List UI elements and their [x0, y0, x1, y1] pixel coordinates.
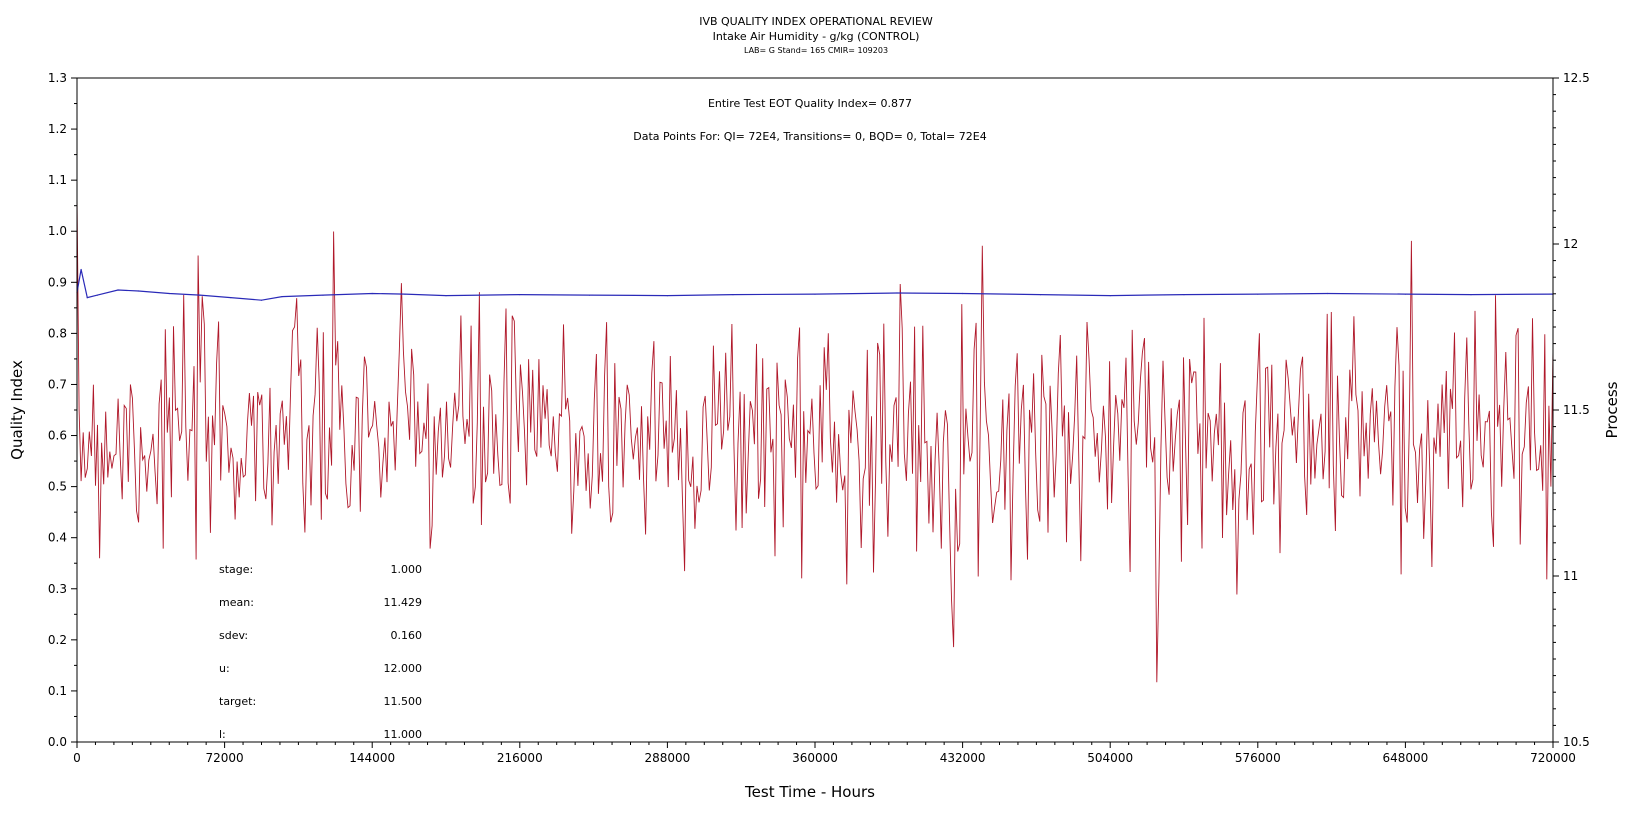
- y-tick-label: 1.1: [48, 173, 67, 187]
- y2-tick-label: 11.5: [1563, 403, 1590, 417]
- stat-label: stage:: [219, 563, 253, 576]
- quality-index-point: [732, 294, 734, 296]
- stat-value: 12.000: [384, 662, 423, 675]
- quality-index-point: [1326, 292, 1329, 295]
- stat-value: 0.160: [391, 629, 423, 642]
- x-tick-label: 0: [73, 751, 81, 765]
- stat-label: sdev:: [219, 629, 248, 642]
- x-tick-label: 576000: [1235, 751, 1281, 765]
- quality-index-series: [76, 268, 1554, 301]
- x-tick-label: 720000: [1530, 751, 1576, 765]
- quality-index-point: [80, 268, 82, 271]
- stat-value: 1.000: [391, 563, 423, 576]
- data-points-annotation: Data Points For: QI= 72E4, Transitions= …: [633, 130, 986, 143]
- y2-tick-label: 10.5: [1563, 735, 1590, 749]
- y2-tick-label: 12.5: [1563, 71, 1590, 85]
- quality-index-point: [86, 297, 88, 299]
- quality-index-point: [1470, 294, 1472, 296]
- chart-subtitle: Intake Air Humidity - g/kg (CONTROL): [713, 30, 920, 43]
- chart-meta: LAB= G Stand= 165 CMIR= 109203: [744, 46, 888, 55]
- quality-index-point: [445, 295, 447, 297]
- y2-tick-label: 12: [1563, 237, 1578, 251]
- quality-index-point: [1183, 294, 1185, 296]
- y-tick-label: 1.2: [48, 122, 67, 136]
- quality-index-point: [666, 295, 669, 297]
- quality-index-point: [199, 294, 201, 296]
- x-axis-label: Test Time - Hours: [744, 783, 875, 801]
- y-tick-label: 0.3: [48, 582, 67, 596]
- x-tick-label: 360000: [792, 751, 838, 765]
- x-tick-label: 504000: [1087, 751, 1133, 765]
- quality-index-point: [137, 290, 140, 292]
- y-tick-label: 0.7: [48, 377, 67, 391]
- y2-axis-label: Process: [1603, 381, 1621, 438]
- x-tick-label: 72000: [206, 751, 244, 765]
- stat-value: 11.429: [384, 596, 423, 609]
- quality-index-point: [371, 292, 373, 295]
- quality-index-line: [76, 269, 1554, 301]
- quality-index-point: [896, 292, 898, 294]
- quality-index-point: [1039, 294, 1042, 296]
- quality-index-point: [260, 299, 263, 301]
- stat-value: 11.000: [384, 728, 423, 741]
- x-tick-label: 144000: [349, 751, 395, 765]
- process-series: [76, 195, 1554, 683]
- quality-index-point: [1404, 293, 1406, 295]
- quality-index-point: [404, 293, 406, 295]
- x-tick-label: 432000: [940, 751, 986, 765]
- quality-index-point: [1109, 295, 1111, 297]
- quality-index-point: [230, 297, 232, 299]
- quality-index-point: [322, 294, 324, 296]
- stat-label: mean:: [219, 596, 254, 609]
- quality-index-point: [962, 292, 964, 295]
- quality-index-point: [519, 294, 521, 296]
- quality-index-point: [1257, 293, 1259, 295]
- quality-index-point: [588, 294, 591, 296]
- y-tick-label: 0.2: [48, 633, 67, 647]
- y-tick-label: 0.4: [48, 531, 67, 545]
- y-tick-label: 1.0: [48, 224, 67, 238]
- y-tick-label: 0.9: [48, 275, 67, 289]
- eot-quality-annotation: Entire Test EOT Quality Index= 0.877: [708, 97, 912, 110]
- y-tick-label: 0.1: [48, 684, 67, 698]
- y-tick-label: 0.8: [48, 326, 67, 340]
- process-trace: [76, 195, 1554, 683]
- axes: 0 72000 144000 216000 288000 360000 432000 5040…: [48, 71, 1590, 765]
- stat-label: l:: [219, 728, 226, 741]
- y-tick-label: 1.3: [48, 71, 67, 85]
- x-tick-label: 648000: [1382, 751, 1428, 765]
- quality-index-point: [281, 296, 283, 298]
- y2-tick-label: 11: [1563, 569, 1578, 583]
- stat-label: target:: [219, 695, 256, 708]
- x-tick-label: 216000: [497, 751, 543, 765]
- quality-index-point: [117, 289, 119, 291]
- quality-index-point: [96, 294, 99, 296]
- quality-index-point: [814, 293, 816, 295]
- stats-block: stage: 1.000 mean: 11.429 sdev: 0.160 u: 12.000…: [219, 563, 422, 741]
- stat-label: u:: [219, 662, 230, 675]
- stat-value: 11.500: [384, 695, 423, 708]
- x-tick-label: 288000: [644, 751, 690, 765]
- y-tick-label: 0.0: [48, 735, 67, 749]
- y-tick-label: 0.5: [48, 480, 67, 494]
- y-axis-label: Quality Index: [8, 360, 26, 460]
- plot-frame: [76, 77, 1554, 743]
- quality-index-point: [168, 292, 170, 295]
- y-tick-label: 0.6: [48, 429, 67, 443]
- chart-title: IVB QUALITY INDEX OPERATIONAL REVIEW: [699, 15, 933, 28]
